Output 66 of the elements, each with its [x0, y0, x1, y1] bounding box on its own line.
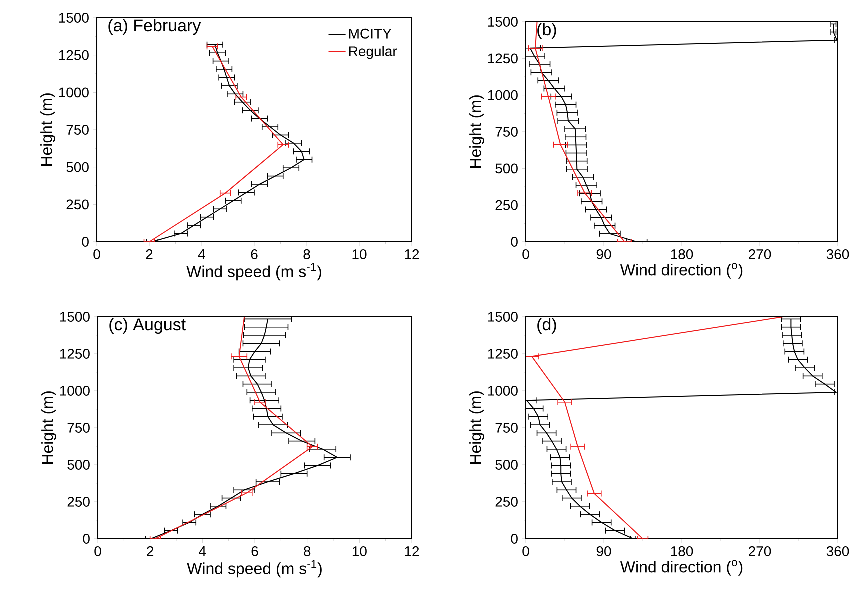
legend-label: Regular [349, 46, 398, 60]
x-axis-title: Wind direction ($^{o}$) [620, 560, 743, 576]
x-axis-title: Wind speed (m s$^{-1}$) [186, 263, 322, 281]
y-tick-label: 1000 [60, 386, 90, 396]
x-tick-label: 4 [199, 546, 206, 556]
y-tick-label: 500 [496, 460, 518, 470]
x-tick-label: 2 [146, 250, 153, 260]
y-tick-label: 1250 [60, 349, 90, 359]
x-axis-title: Wind speed (m s$^{-1}$) [187, 560, 322, 578]
x-tick-label: 2 [147, 546, 154, 556]
chart-title: (c) August [110, 318, 186, 334]
x-tick-label: 10 [352, 546, 367, 556]
y-tick-label: 1000 [488, 386, 518, 396]
x-tick-label: 12 [405, 546, 420, 556]
x-tick-label: 12 [405, 250, 420, 260]
y-tick-label: 0 [82, 237, 89, 247]
x-tick-label: 8 [304, 250, 310, 260]
y-tick-label: 250 [66, 200, 89, 210]
x-tick-label: 360 [826, 250, 850, 260]
x-tick-label: 10 [352, 250, 367, 260]
y-tick-label: 250 [496, 497, 518, 507]
x-axis-title: Wind direction ($^{o}$) [620, 263, 743, 279]
y-tick-label: 750 [496, 127, 518, 137]
x-tick-label: 0 [94, 546, 102, 556]
y-tick-label: 1250 [488, 54, 518, 64]
y-tick-label: 1500 [60, 312, 90, 322]
y-tick-label: 0 [511, 237, 518, 247]
y-axis-title: Height (m) [42, 392, 56, 464]
y-tick-label: 500 [68, 460, 90, 470]
y-tick-label: 500 [496, 164, 518, 174]
y-tick-label: 500 [66, 162, 89, 172]
chart-title: (d) [538, 318, 556, 334]
chart-title: (b) [538, 23, 556, 40]
y-tick-label: 1000 [59, 88, 89, 98]
y-tick-label: 0 [511, 534, 518, 544]
x-tick-label: 270 [749, 546, 772, 556]
x-tick-label: 90 [596, 546, 612, 556]
y-tick-label: 0 [83, 534, 90, 544]
y-tick-label: 250 [68, 497, 90, 507]
y-tick-label: 1500 [488, 312, 518, 322]
x-tick-label: 6 [251, 250, 258, 260]
y-tick-label: 750 [66, 125, 89, 135]
x-tick-label: 0 [522, 250, 530, 260]
y-tick-label: 1500 [59, 13, 89, 23]
chart-title: (a) February [108, 19, 202, 36]
x-tick-label: 0 [94, 250, 100, 260]
y-tick-label: 750 [68, 423, 90, 433]
y-tick-label: 1250 [59, 50, 89, 60]
x-tick-label: 8 [304, 546, 311, 556]
y-tick-label: 1500 [488, 17, 518, 27]
x-tick-label: 180 [671, 250, 694, 260]
x-tick-label: 270 [749, 250, 772, 260]
y-tick-label: 1250 [488, 349, 518, 359]
y-axis-title: Height (m) [40, 94, 56, 166]
x-tick-label: 0 [522, 546, 530, 556]
x-tick-label: 360 [826, 546, 850, 556]
x-tick-label: 6 [252, 546, 258, 556]
y-axis-title: Height (m) [470, 96, 484, 168]
y-tick-label: 250 [496, 200, 518, 210]
y-axis-title: Height (m) [470, 392, 484, 464]
x-tick-label: 90 [596, 250, 612, 260]
y-tick-label: 750 [496, 423, 518, 433]
x-tick-label: 180 [671, 546, 694, 556]
legend-label: MCITY [349, 28, 392, 39]
y-tick-label: 1000 [488, 90, 518, 100]
x-tick-label: 4 [198, 250, 206, 260]
